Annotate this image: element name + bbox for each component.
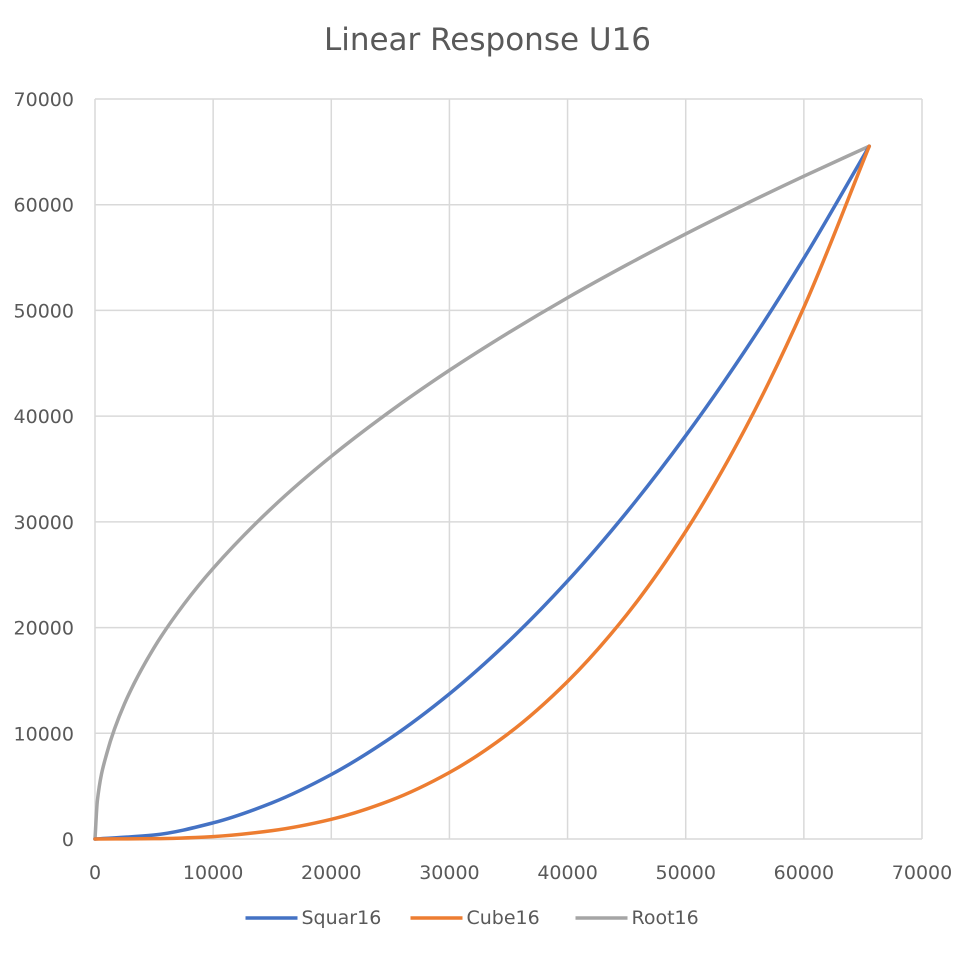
y-tick-label: 40000 (14, 406, 74, 428)
legend-label-root16: Root16 (632, 907, 699, 929)
x-tick-label: 40000 (537, 862, 597, 884)
y-tick-label: 20000 (14, 618, 74, 640)
x-tick-label: 70000 (892, 862, 952, 884)
legend-label-squar16: Squar16 (302, 907, 382, 929)
x-tick-label: 30000 (419, 862, 479, 884)
y-tick-label: 10000 (14, 723, 74, 745)
y-tick-label: 0 (62, 829, 74, 851)
x-tick-label: 20000 (301, 862, 361, 884)
y-tick-label: 30000 (14, 512, 74, 534)
x-tick-label: 60000 (774, 862, 834, 884)
x-tick-label: 0 (89, 862, 101, 884)
legend-label-cube16: Cube16 (467, 907, 540, 929)
y-tick-label: 50000 (14, 300, 74, 322)
y-tick-label: 60000 (14, 195, 74, 217)
chart-title: Linear Response U16 (323, 22, 652, 58)
series-line-root16 (93, 144, 871, 841)
x-tick-label: 50000 (655, 862, 715, 884)
series-line-cube16 (93, 144, 871, 841)
y-tick-label: 70000 (14, 89, 74, 111)
series-line-squar16 (93, 144, 871, 841)
x-tick-label: 10000 (183, 862, 243, 884)
